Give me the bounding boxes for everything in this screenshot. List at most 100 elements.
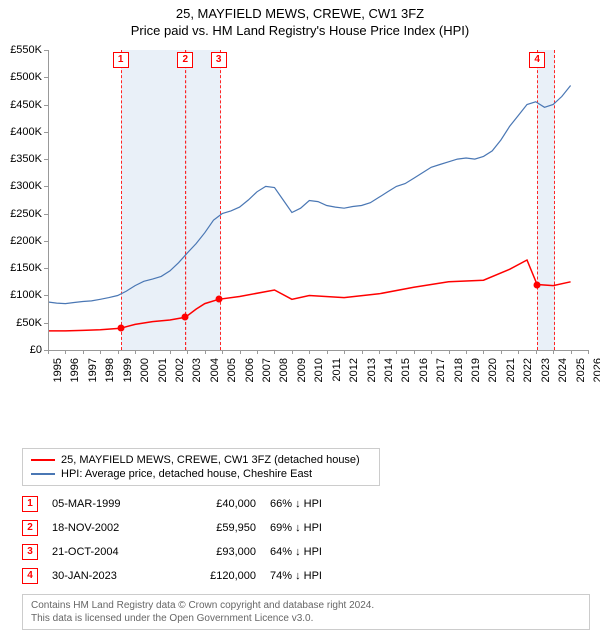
x-axis-tick-label: 2023: [540, 358, 552, 398]
x-axis-tick: [187, 350, 188, 354]
y-axis-tick-label: £50K: [2, 317, 42, 329]
x-axis-tick-label: 2019: [470, 358, 482, 398]
x-axis-tick-label: 2010: [313, 358, 325, 398]
event-date: 18-NOV-2002: [52, 522, 162, 534]
x-axis-tick: [170, 350, 171, 354]
page: 25, MAYFIELD MEWS, CREWE, CW1 3FZ Price …: [0, 0, 600, 620]
event-number-box: 2: [22, 520, 38, 536]
event-number-marker: 2: [177, 52, 193, 68]
x-axis-tick-label: 2006: [244, 358, 256, 398]
legend-swatch-hpi: [31, 473, 55, 475]
sale-point-dot: [182, 314, 189, 321]
x-axis-tick-label: 2025: [575, 358, 587, 398]
x-axis-tick: [83, 350, 84, 354]
event-date: 21-OCT-2004: [52, 546, 162, 558]
x-axis-tick: [362, 350, 363, 354]
event-pct-vs-hpi: 64% ↓ HPI: [270, 546, 370, 558]
table-row: 4 30-JAN-2023 £120,000 74% ↓ HPI: [22, 564, 590, 588]
x-axis-tick: [240, 350, 241, 354]
x-axis-tick: [536, 350, 537, 354]
event-date: 05-MAR-1999: [52, 498, 162, 510]
x-axis-tick-label: 2015: [400, 358, 412, 398]
events-table: 1 05-MAR-1999 £40,000 66% ↓ HPI 2 18-NOV…: [22, 492, 590, 588]
x-axis-tick-label: 1997: [87, 358, 99, 398]
x-axis-tick: [153, 350, 154, 354]
x-axis-tick: [449, 350, 450, 354]
x-axis-tick: [135, 350, 136, 354]
y-axis-tick: [44, 132, 48, 133]
x-axis-tick-label: 2007: [261, 358, 273, 398]
x-axis-tick-label: 2005: [226, 358, 238, 398]
sale-point-dot: [534, 281, 541, 288]
x-axis-tick-label: 2002: [174, 358, 186, 398]
x-axis-tick-label: 2012: [348, 358, 360, 398]
x-axis-tick-label: 2000: [139, 358, 151, 398]
x-axis-tick-label: 2022: [522, 358, 534, 398]
event-number-box: 3: [22, 544, 38, 560]
x-axis-tick-label: 2003: [191, 358, 203, 398]
x-axis-tick: [118, 350, 119, 354]
event-number-marker: 4: [529, 52, 545, 68]
property-price-line: [48, 260, 571, 331]
sale-point-dot: [117, 325, 124, 332]
y-axis-tick: [44, 77, 48, 78]
x-axis-tick-label: 2011: [331, 358, 343, 398]
event-date: 30-JAN-2023: [52, 570, 162, 582]
y-axis-tick: [44, 268, 48, 269]
x-axis-tick: [588, 350, 589, 354]
x-axis-tick: [379, 350, 380, 354]
x-axis-tick: [257, 350, 258, 354]
x-axis-tick: [222, 350, 223, 354]
y-axis-tick-label: £350K: [2, 153, 42, 165]
legend-swatch-property: [31, 459, 55, 461]
y-axis-tick-label: £500K: [2, 71, 42, 83]
x-axis-tick: [414, 350, 415, 354]
x-axis-tick: [396, 350, 397, 354]
y-axis-tick-label: £550K: [2, 44, 42, 56]
x-axis-tick: [205, 350, 206, 354]
y-axis-tick-label: £400K: [2, 126, 42, 138]
attribution-footer: Contains HM Land Registry data © Crown c…: [22, 594, 590, 630]
x-axis-tick-label: 2018: [453, 358, 465, 398]
y-axis-tick: [44, 214, 48, 215]
table-row: 1 05-MAR-1999 £40,000 66% ↓ HPI: [22, 492, 590, 516]
x-axis-tick: [344, 350, 345, 354]
y-axis-tick-label: £100K: [2, 289, 42, 301]
x-axis-tick-label: 2014: [383, 358, 395, 398]
sale-point-dot: [215, 296, 222, 303]
y-axis-tick-label: £300K: [2, 180, 42, 192]
y-axis-tick: [44, 50, 48, 51]
x-axis-tick: [274, 350, 275, 354]
event-pct-vs-hpi: 69% ↓ HPI: [270, 522, 370, 534]
event-number-marker: 1: [113, 52, 129, 68]
x-axis-tick-label: 2004: [209, 358, 221, 398]
x-axis-tick-label: 2021: [505, 358, 517, 398]
x-axis-tick-label: 1995: [52, 358, 64, 398]
y-axis-tick: [44, 105, 48, 106]
x-axis-tick-label: 1996: [69, 358, 81, 398]
x-axis-tick: [292, 350, 293, 354]
x-axis-tick: [553, 350, 554, 354]
legend-label-property: 25, MAYFIELD MEWS, CREWE, CW1 3FZ (detac…: [61, 454, 360, 466]
y-axis-line: [48, 50, 49, 350]
y-axis-tick: [44, 241, 48, 242]
chart-svg: [48, 50, 588, 350]
plot-region: 1234: [48, 50, 588, 350]
x-axis-tick-label: 2026: [592, 358, 600, 398]
event-price: £93,000: [176, 546, 256, 558]
y-axis-tick-label: £0: [2, 344, 42, 356]
x-axis-tick: [309, 350, 310, 354]
event-number-box: 4: [22, 568, 38, 584]
y-axis-tick-label: £250K: [2, 208, 42, 220]
y-axis-tick: [44, 186, 48, 187]
x-axis-tick: [571, 350, 572, 354]
y-axis-tick-label: £150K: [2, 262, 42, 274]
event-number-box: 1: [22, 496, 38, 512]
legend-label-hpi: HPI: Average price, detached house, Ches…: [61, 468, 312, 480]
x-axis-tick: [48, 350, 49, 354]
x-axis-tick: [518, 350, 519, 354]
x-axis-tick-label: 2020: [487, 358, 499, 398]
x-axis-tick-label: 2024: [557, 358, 569, 398]
footer-line: Contains HM Land Registry data © Crown c…: [31, 599, 581, 612]
chart-title-address: 25, MAYFIELD MEWS, CREWE, CW1 3FZ: [0, 0, 600, 21]
